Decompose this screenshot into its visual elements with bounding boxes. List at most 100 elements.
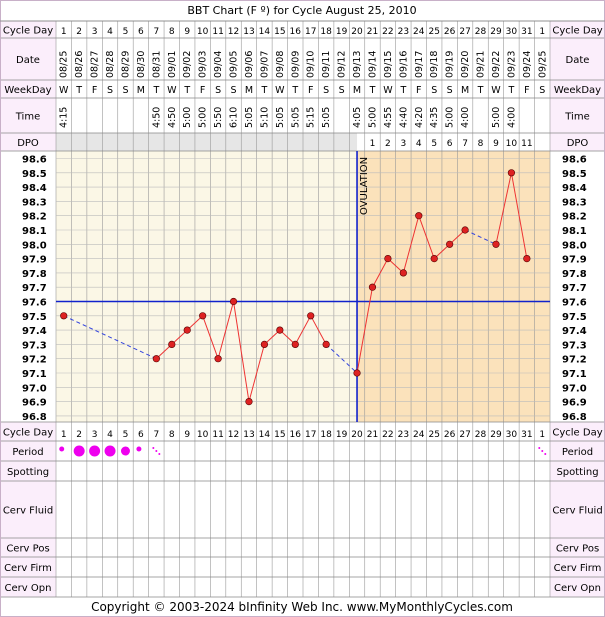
time-label: 5:00 (367, 107, 378, 128)
row-label-time-right: Time (564, 112, 589, 123)
cycle-day-label-bottom: 16 (290, 430, 302, 440)
time-label: 4:40 (398, 107, 409, 128)
chart-title: BBT Chart (F º) for Cycle August 25, 201… (187, 4, 416, 17)
time-label: 5:05 (244, 107, 255, 128)
weekday-label: M (137, 85, 145, 96)
cycle-day-label: 28 (475, 27, 487, 37)
temperature-segment (202, 315, 219, 359)
weekday-label: F (416, 85, 421, 96)
cycle-day-label: 20 (351, 27, 363, 37)
cycle-day-label-bottom: 20 (351, 430, 363, 440)
temperature-gap-segment (63, 315, 157, 360)
dpo-label: 2 (385, 139, 391, 149)
row-label-cerv_pos: Cerv Pos (6, 544, 49, 555)
date-label: 08/30 (136, 51, 147, 78)
cycle-day-label: 18 (320, 27, 332, 37)
date-label: 09/06 (244, 51, 255, 78)
row-label-cerv_opn: Cerv Opn (5, 583, 52, 594)
cycle-day-label-bottom: 6 (138, 430, 144, 440)
cycle-day-label-bottom: 23 (398, 430, 409, 440)
cycle-day-label: 8 (169, 27, 175, 37)
cycle-day-label-bottom: 11 (212, 430, 223, 440)
row-label-cycle_day: Cycle Day (3, 26, 53, 37)
row-label-cerv_opn-right: Cerv Opn (554, 583, 601, 594)
y-tick-label: 98.0 (22, 240, 47, 251)
dpo-label: 7 (462, 139, 468, 149)
row-label-cerv_pos-right: Cerv Pos (556, 544, 599, 555)
temperature-point (415, 212, 423, 220)
temperature-point (245, 398, 253, 406)
period-dot-large (73, 445, 85, 457)
weekday-label: T (291, 85, 298, 96)
right-label-band (550, 21, 605, 151)
temperature-point (353, 369, 361, 377)
y-tick-label: 97.9 (22, 255, 47, 266)
date-label: 09/17 (414, 51, 425, 78)
y-tick-label: 98.3 (22, 197, 47, 208)
time-label: 5:50 (213, 107, 224, 128)
period-spotting-dot (541, 450, 544, 452)
row-label-dpo-right: DPO (567, 138, 589, 149)
cycle-day-label: 13 (243, 27, 254, 37)
weekday-label: F (200, 85, 205, 96)
ovulation-label: OVULATION (359, 157, 370, 215)
temperature-segment (248, 344, 265, 402)
date-label: 08/27 (90, 51, 101, 78)
y-tick-label-right: 98.2 (562, 212, 587, 223)
row-label-cerv_fluid: Cerv Fluid (3, 506, 53, 517)
cycle-day-label-bottom: 8 (169, 430, 175, 440)
cycle-day-label-bottom: 27 (459, 430, 470, 440)
y-tick-label-right: 97.5 (562, 312, 587, 323)
row-label-period-right: Period (562, 447, 593, 458)
temperature-point (507, 169, 516, 177)
cycle-day-label-bottom: 13 (243, 430, 254, 440)
y-tick-label: 97.4 (22, 326, 47, 337)
dpo-label: 1 (370, 139, 376, 149)
cycle-day-label-bottom: 4 (107, 430, 113, 440)
time-label: 4:00 (506, 107, 517, 128)
period-dot-small (59, 446, 65, 452)
time-label: 4:05 (352, 107, 363, 128)
date-label: 08/28 (105, 51, 116, 78)
date-label: 09/11 (321, 51, 332, 78)
cycle-day-label: 1 (539, 27, 545, 37)
weekday-label: S (231, 85, 237, 96)
cycle-day-label-bottom: 17 (305, 430, 316, 440)
date-label: 09/13 (352, 51, 363, 78)
temperature-point (368, 283, 377, 291)
temperature-point (168, 340, 176, 349)
weekday-label: T (508, 85, 515, 96)
y-tick-label-right: 97.3 (562, 340, 587, 351)
post-ovulation-area (357, 151, 550, 422)
row-label-weekday: WeekDay (4, 85, 51, 96)
temperature-segment (372, 258, 389, 288)
date-label: 09/23 (506, 51, 517, 78)
temperature-point (152, 355, 160, 363)
y-tick-label-right: 97.4 (562, 326, 587, 337)
temperature-segment (310, 315, 327, 345)
temperature-point (461, 226, 469, 234)
period-spotting-dot (158, 453, 161, 455)
y-tick-label: 97.5 (22, 312, 47, 323)
cycle-day-label: 5 (123, 27, 129, 37)
cycle-day-label: 6 (138, 27, 144, 37)
cycle-day-label-bottom: 28 (475, 430, 487, 440)
dpo-label: 4 (416, 139, 422, 149)
cycle-day-label: 10 (197, 27, 209, 37)
row-label-date: Date (16, 55, 40, 66)
date-label: 09/02 (182, 51, 193, 78)
cycle-day-label-bottom: 24 (413, 430, 425, 440)
y-tick-label-right: 98.4 (562, 183, 587, 194)
cycle-day-label: 15 (274, 27, 285, 37)
time-label: 5:05 (290, 107, 301, 128)
temperature-point (430, 255, 438, 263)
weekday-label: T (261, 85, 268, 96)
weekday-label: S (323, 85, 329, 96)
temperature-point (60, 312, 68, 320)
y-tick-label-right: 97.7 (562, 283, 587, 294)
temperature-point (523, 255, 531, 263)
temperature-segment (510, 172, 528, 259)
temperature-point (291, 340, 299, 349)
time-label: 5:00 (445, 107, 456, 128)
dpo-label: 10 (506, 139, 518, 149)
